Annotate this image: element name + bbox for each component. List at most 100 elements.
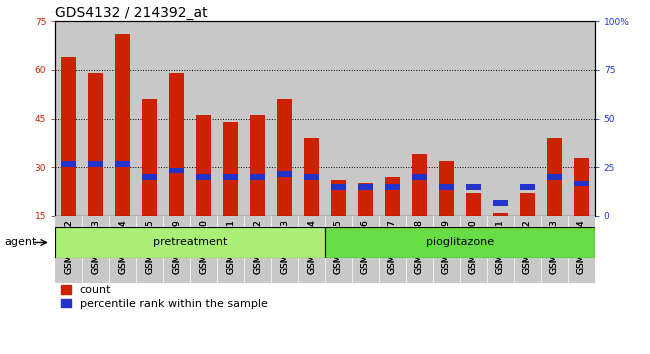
Bar xyxy=(487,21,514,216)
Text: GSM201834: GSM201834 xyxy=(307,219,316,274)
Bar xyxy=(115,161,130,167)
Bar xyxy=(325,227,595,258)
Text: GSM201829: GSM201829 xyxy=(172,219,181,274)
Bar xyxy=(379,216,406,283)
Bar xyxy=(352,216,379,283)
Bar xyxy=(574,181,589,187)
Text: GSM201837: GSM201837 xyxy=(388,219,397,274)
Bar xyxy=(385,184,400,190)
Bar xyxy=(547,138,562,216)
Bar xyxy=(55,227,325,258)
Text: GSM201831: GSM201831 xyxy=(226,219,235,274)
Text: GSM201843: GSM201843 xyxy=(550,219,559,274)
Bar xyxy=(136,21,163,216)
Bar xyxy=(115,34,130,216)
Bar xyxy=(358,183,373,216)
Bar xyxy=(196,174,211,180)
Bar xyxy=(358,184,373,190)
Text: GSM201840: GSM201840 xyxy=(469,219,478,274)
Bar xyxy=(298,21,325,216)
Text: GSM201842: GSM201842 xyxy=(523,219,532,274)
Bar xyxy=(196,115,211,216)
Text: GSM201545: GSM201545 xyxy=(145,219,154,274)
Bar xyxy=(109,216,136,283)
Text: GSM201835: GSM201835 xyxy=(334,219,343,274)
Bar xyxy=(61,161,76,167)
Text: GSM201844: GSM201844 xyxy=(577,219,586,274)
Bar xyxy=(493,200,508,206)
Text: GSM201834: GSM201834 xyxy=(307,219,316,274)
Text: GSM201839: GSM201839 xyxy=(442,219,451,274)
Text: GSM201836: GSM201836 xyxy=(361,219,370,274)
Text: GSM201842: GSM201842 xyxy=(523,219,532,274)
Text: GSM201833: GSM201833 xyxy=(280,219,289,274)
Bar xyxy=(223,174,238,180)
Text: GSM201543: GSM201543 xyxy=(91,219,100,274)
Text: GDS4132 / 214392_at: GDS4132 / 214392_at xyxy=(55,6,208,20)
Bar xyxy=(406,216,433,283)
Bar xyxy=(460,216,487,283)
Text: GSM201829: GSM201829 xyxy=(172,219,181,274)
Bar xyxy=(142,99,157,216)
Bar xyxy=(331,180,346,216)
Bar xyxy=(271,21,298,216)
Bar xyxy=(82,216,109,283)
Bar xyxy=(439,161,454,216)
Bar xyxy=(547,174,562,180)
Bar xyxy=(169,167,184,173)
Bar xyxy=(520,193,535,216)
Text: GSM201838: GSM201838 xyxy=(415,219,424,274)
Bar xyxy=(142,174,157,180)
Bar xyxy=(304,138,319,216)
Legend: count, percentile rank within the sample: count, percentile rank within the sample xyxy=(61,285,268,309)
Text: GSM201839: GSM201839 xyxy=(442,219,451,274)
Bar xyxy=(55,216,83,283)
Bar xyxy=(466,184,481,190)
Text: pretreatment: pretreatment xyxy=(153,238,228,247)
Text: GSM201830: GSM201830 xyxy=(199,219,208,274)
Bar xyxy=(331,184,346,190)
Text: GSM201840: GSM201840 xyxy=(469,219,478,274)
Text: GSM201838: GSM201838 xyxy=(415,219,424,274)
Bar xyxy=(169,73,184,216)
Text: GSM201832: GSM201832 xyxy=(253,219,262,274)
Bar xyxy=(460,21,487,216)
Text: GSM201543: GSM201543 xyxy=(91,219,100,274)
Bar xyxy=(541,216,568,283)
Text: GSM201830: GSM201830 xyxy=(199,219,208,274)
Bar xyxy=(433,216,460,283)
Bar xyxy=(520,184,535,190)
Text: GSM201836: GSM201836 xyxy=(361,219,370,274)
Bar xyxy=(217,216,244,283)
Bar xyxy=(433,21,460,216)
Text: GSM201841: GSM201841 xyxy=(496,219,505,274)
Bar xyxy=(163,21,190,216)
Text: GSM201544: GSM201544 xyxy=(118,219,127,274)
Bar xyxy=(514,216,541,283)
Text: GSM201844: GSM201844 xyxy=(577,219,586,274)
Bar xyxy=(250,115,265,216)
Text: GSM201843: GSM201843 xyxy=(550,219,559,274)
Bar xyxy=(487,216,514,283)
Text: GSM201542: GSM201542 xyxy=(64,219,73,274)
Text: GSM201831: GSM201831 xyxy=(226,219,235,274)
Text: GSM201542: GSM201542 xyxy=(64,219,73,274)
Bar xyxy=(412,154,427,216)
Text: GSM201835: GSM201835 xyxy=(334,219,343,274)
Bar xyxy=(439,184,454,190)
Bar xyxy=(223,122,238,216)
Bar xyxy=(190,21,217,216)
Bar xyxy=(244,216,271,283)
Bar xyxy=(466,193,481,216)
Bar xyxy=(271,216,298,283)
Bar xyxy=(250,174,265,180)
Bar xyxy=(277,99,292,216)
Bar xyxy=(406,21,433,216)
Bar xyxy=(304,174,319,180)
Bar xyxy=(298,216,325,283)
Bar xyxy=(244,21,271,216)
Bar xyxy=(163,216,190,283)
Bar xyxy=(385,177,400,216)
Bar xyxy=(574,158,589,216)
Text: GSM201833: GSM201833 xyxy=(280,219,289,274)
